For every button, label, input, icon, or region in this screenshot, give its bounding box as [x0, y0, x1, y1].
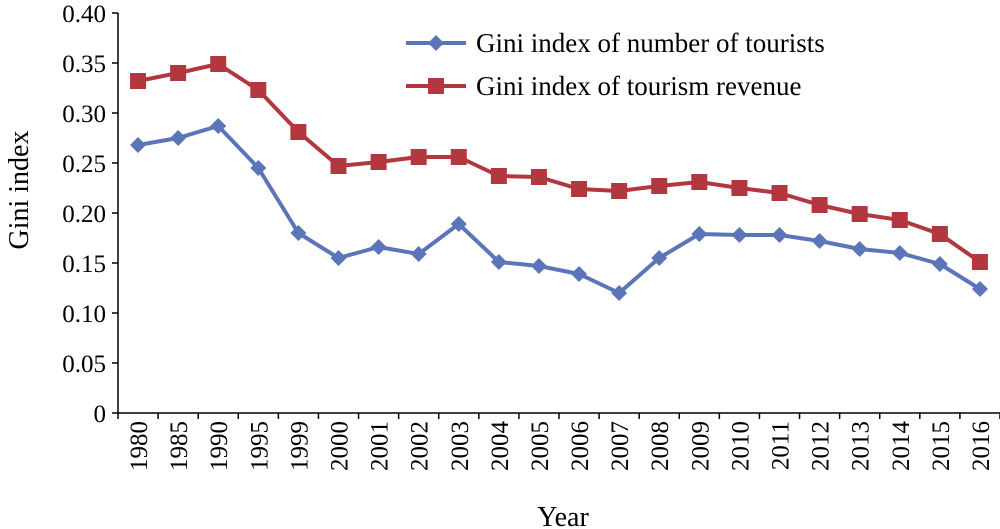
legend-item: Gini index of number of tourists	[406, 28, 825, 58]
data-point	[170, 65, 187, 81]
x-tick-label: 2014	[888, 421, 915, 472]
data-point	[971, 281, 988, 297]
data-point	[530, 258, 547, 274]
y-tick-label: 0.40	[62, 1, 106, 28]
y-tick-label: 0	[94, 401, 107, 428]
series-line	[137, 124, 982, 295]
data-point	[410, 246, 427, 262]
x-tick-label: 2012	[808, 421, 835, 471]
data-point	[450, 216, 467, 232]
data-point	[931, 226, 948, 242]
x-tick-label: 1980	[126, 421, 153, 471]
x-tick-label: 2001	[367, 421, 394, 471]
series-revenue	[130, 56, 988, 270]
y-tick-label: 0.35	[62, 51, 106, 78]
data-point	[571, 266, 588, 282]
x-tick-label: 2013	[848, 421, 875, 471]
legend-marker	[428, 35, 444, 51]
data-point	[611, 285, 628, 301]
data-point	[450, 149, 467, 165]
y-tick-label: 0.15	[62, 251, 106, 278]
series-tourists	[130, 118, 988, 301]
y-tick-label: 0.30	[62, 101, 106, 128]
y-tick-label: 0.20	[62, 201, 106, 228]
data-point	[130, 73, 147, 89]
legend: Gini index of number of tourists Gini ind…	[406, 28, 825, 101]
y-tick-label: 0.10	[62, 301, 106, 328]
data-point	[210, 118, 227, 134]
x-tick-label: 2000	[327, 421, 354, 471]
data-point	[250, 160, 267, 176]
data-point	[771, 185, 788, 201]
x-tick-label: 2006	[567, 421, 594, 471]
x-tick-label: 1999	[286, 421, 313, 471]
data-point	[891, 245, 908, 261]
data-point	[330, 250, 347, 266]
data-point	[691, 174, 708, 190]
data-point	[370, 239, 387, 255]
data-point	[771, 227, 788, 243]
x-tick-label: 2007	[607, 421, 634, 471]
y-axis-ticks: 0 0.05 0.10 0.15 0.20 0.25 0.30 0.35 0.40	[62, 1, 118, 428]
data-point	[651, 178, 668, 194]
x-tick-label: 2015	[928, 421, 955, 471]
data-point	[210, 56, 227, 72]
data-point	[731, 180, 748, 196]
data-point	[651, 250, 668, 266]
data-point	[250, 82, 267, 98]
legend-label: Gini index of number of tourists	[476, 28, 825, 58]
x-tick-label: 2002	[407, 421, 434, 471]
data-point	[290, 124, 307, 140]
legend-item: Gini index of tourism revenue	[406, 71, 801, 101]
data-point	[490, 168, 507, 184]
data-point	[851, 206, 868, 222]
data-point	[731, 227, 748, 243]
data-point	[811, 233, 828, 249]
data-point	[851, 241, 868, 257]
data-point	[530, 169, 547, 185]
x-tick-label: 1985	[166, 421, 193, 471]
x-tick-label: 2008	[647, 421, 674, 471]
x-tick-label: 2003	[447, 421, 474, 471]
data-point	[490, 254, 507, 270]
x-tick-label: 1995	[246, 421, 273, 471]
x-axis-ticks: 1980 1985 1990 1995 1999 2000 2001 2002 2003 2004…	[117, 413, 1000, 472]
x-tick-label: 2005	[527, 421, 554, 471]
data-point	[571, 181, 588, 197]
x-tick-label: 2009	[687, 421, 714, 471]
data-point	[971, 254, 988, 270]
data-point	[370, 154, 387, 170]
data-point	[891, 212, 908, 228]
data-point	[410, 149, 427, 165]
x-tick-label: 1990	[206, 421, 233, 471]
x-tick-label: 2004	[487, 421, 514, 472]
data-point	[691, 226, 708, 242]
y-axis-title: Gini index	[4, 131, 35, 250]
data-point	[290, 225, 307, 241]
data-point	[931, 256, 948, 272]
y-tick-label: 0.25	[62, 151, 106, 178]
x-tick-label: 2011	[768, 421, 795, 470]
legend-label: Gini index of tourism revenue	[476, 71, 801, 101]
x-axis-title: Year	[537, 502, 589, 529]
legend-marker	[428, 78, 444, 94]
data-point	[130, 137, 147, 153]
data-point	[330, 158, 347, 174]
x-tick-label: 2010	[727, 421, 754, 471]
x-tick-label: 2016	[968, 421, 995, 471]
data-point	[811, 197, 828, 213]
data-point	[170, 130, 187, 146]
series-layer	[130, 56, 988, 301]
data-point	[611, 183, 628, 199]
y-tick-label: 0.05	[62, 351, 106, 378]
series-line	[137, 62, 982, 264]
